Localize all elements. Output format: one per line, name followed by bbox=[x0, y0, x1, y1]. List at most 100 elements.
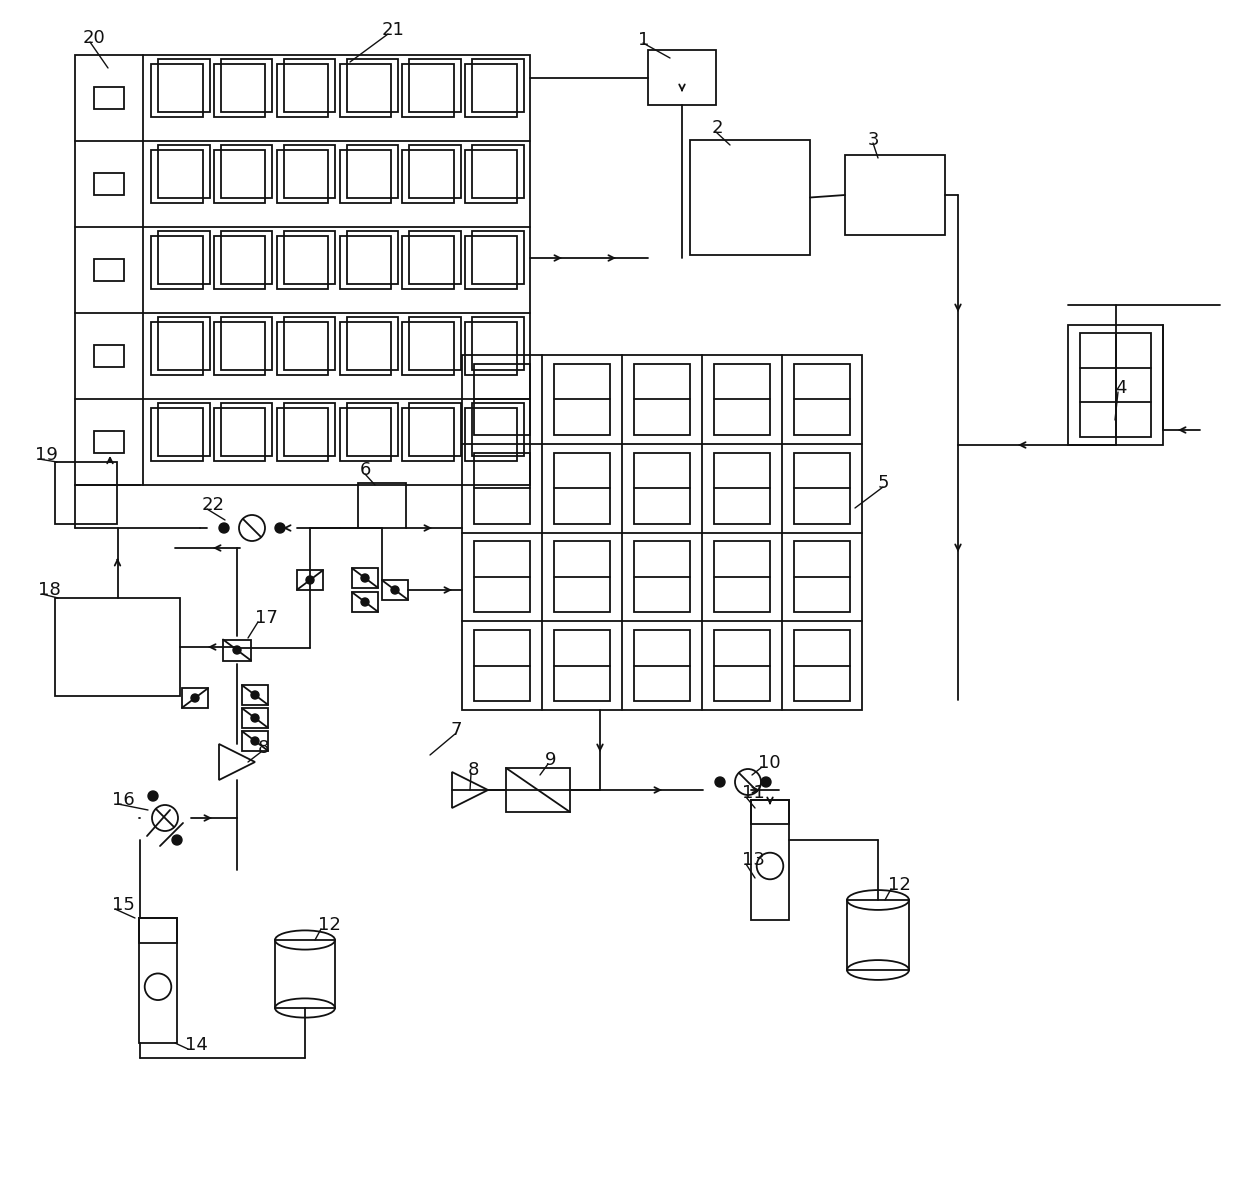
Bar bbox=[634, 630, 689, 702]
Bar bbox=[340, 321, 391, 375]
Bar bbox=[403, 63, 454, 117]
Bar bbox=[844, 155, 945, 235]
Bar bbox=[751, 800, 789, 920]
Bar bbox=[159, 145, 210, 197]
Bar bbox=[474, 541, 529, 612]
Bar bbox=[215, 150, 265, 203]
Bar bbox=[284, 145, 335, 197]
Bar bbox=[409, 403, 461, 455]
Bar bbox=[94, 259, 124, 281]
Bar bbox=[463, 356, 862, 710]
Text: 13: 13 bbox=[742, 851, 765, 869]
Text: 4: 4 bbox=[1115, 379, 1126, 397]
Bar bbox=[634, 541, 689, 612]
Bar bbox=[151, 235, 202, 289]
Bar bbox=[403, 321, 454, 375]
Bar bbox=[159, 231, 210, 284]
Bar bbox=[751, 800, 789, 824]
Bar bbox=[474, 630, 529, 702]
Bar bbox=[159, 316, 210, 370]
Bar bbox=[409, 145, 461, 197]
Bar bbox=[472, 403, 523, 455]
Bar bbox=[284, 403, 335, 455]
Circle shape bbox=[275, 523, 285, 533]
Bar bbox=[215, 63, 265, 117]
Bar bbox=[347, 403, 398, 455]
Bar bbox=[94, 174, 124, 195]
Bar bbox=[151, 150, 202, 203]
Bar bbox=[277, 235, 329, 289]
Circle shape bbox=[191, 694, 198, 702]
Bar bbox=[352, 568, 378, 587]
Bar bbox=[277, 150, 329, 203]
Bar bbox=[298, 571, 322, 590]
Bar bbox=[159, 403, 210, 455]
Bar bbox=[55, 598, 180, 696]
Bar bbox=[794, 453, 849, 523]
Bar bbox=[139, 918, 177, 943]
Bar bbox=[474, 453, 529, 523]
Bar bbox=[358, 483, 405, 528]
Circle shape bbox=[219, 523, 229, 533]
Bar bbox=[215, 235, 265, 289]
Bar bbox=[472, 58, 523, 112]
Bar bbox=[347, 145, 398, 197]
Text: 8: 8 bbox=[467, 761, 480, 779]
Bar bbox=[284, 316, 335, 370]
Bar bbox=[472, 231, 523, 284]
Bar bbox=[151, 63, 202, 117]
Bar bbox=[634, 453, 689, 523]
Bar bbox=[689, 140, 810, 254]
Bar bbox=[242, 685, 268, 705]
Bar bbox=[275, 940, 335, 1008]
Text: 12: 12 bbox=[317, 916, 341, 935]
Bar bbox=[159, 58, 210, 112]
Bar bbox=[554, 541, 610, 612]
Text: 14: 14 bbox=[185, 1036, 208, 1053]
Bar bbox=[352, 592, 378, 612]
Bar bbox=[340, 235, 391, 289]
Circle shape bbox=[250, 715, 259, 722]
Bar bbox=[347, 58, 398, 112]
Bar bbox=[151, 408, 202, 461]
Text: 19: 19 bbox=[35, 446, 58, 464]
Bar bbox=[649, 50, 715, 105]
Text: 21: 21 bbox=[382, 21, 405, 39]
Circle shape bbox=[715, 776, 725, 787]
Text: 5: 5 bbox=[878, 474, 889, 492]
Text: 6: 6 bbox=[360, 461, 371, 479]
Circle shape bbox=[148, 791, 157, 801]
Bar bbox=[221, 145, 273, 197]
Bar bbox=[472, 316, 523, 370]
Bar bbox=[94, 87, 124, 109]
Bar bbox=[74, 55, 529, 485]
Bar bbox=[554, 453, 610, 523]
Bar bbox=[1068, 325, 1163, 445]
Bar bbox=[221, 316, 273, 370]
Bar bbox=[794, 630, 849, 702]
Bar bbox=[340, 408, 391, 461]
Bar bbox=[242, 709, 268, 728]
Text: 3: 3 bbox=[868, 131, 879, 149]
Bar bbox=[714, 453, 770, 523]
Bar bbox=[182, 688, 208, 707]
Bar bbox=[1080, 333, 1151, 438]
Circle shape bbox=[250, 691, 259, 699]
Bar bbox=[465, 150, 517, 203]
Text: 16: 16 bbox=[112, 791, 135, 809]
Bar bbox=[465, 63, 517, 117]
Circle shape bbox=[172, 835, 182, 845]
Bar bbox=[403, 408, 454, 461]
Bar bbox=[714, 630, 770, 702]
Bar bbox=[277, 63, 329, 117]
Text: 8: 8 bbox=[258, 740, 269, 757]
Bar bbox=[284, 58, 335, 112]
Bar bbox=[242, 731, 268, 750]
Circle shape bbox=[361, 598, 370, 606]
Bar bbox=[139, 918, 177, 1043]
Bar bbox=[409, 316, 461, 370]
Bar bbox=[465, 408, 517, 461]
Bar bbox=[223, 640, 250, 661]
Bar bbox=[382, 580, 408, 599]
Bar bbox=[409, 231, 461, 284]
